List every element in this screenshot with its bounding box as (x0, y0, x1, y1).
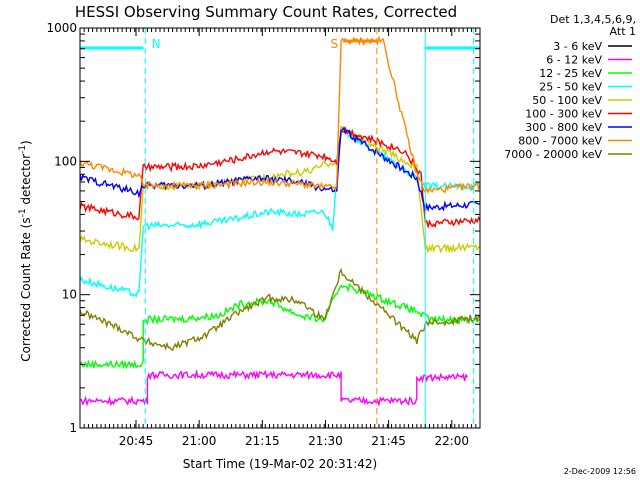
footer-timestamp: 2-Dec-2009 12:56 (564, 467, 636, 476)
y-tick-label: 1000 (46, 21, 77, 35)
plot-frame (79, 27, 481, 429)
legend-label: 3 - 6 keV (553, 40, 602, 53)
x-axis-label: Start Time (19-Mar-02 20:31:42) (183, 457, 377, 471)
legend-label: 25 - 50 keV (539, 81, 602, 94)
y-label-part3: ) (19, 140, 33, 145)
axes-layer: 1 10 100 1000 20:45 21:00 21:15 21:30 21:45 22:00 (46, 21, 481, 448)
legend-label: 12 - 25 keV (539, 67, 602, 80)
x-tick-label: 21:30 (308, 434, 343, 448)
legend-label: 800 - 7000 keV (518, 135, 602, 148)
y-label-part2: detector (19, 154, 33, 209)
y-label-sup1: -1 (18, 208, 28, 217)
y-axis-label: Corrected Count Rate (s-1 detector-1) (18, 140, 33, 361)
x-tick-label: 20:45 (119, 434, 154, 448)
legend-header-line: Att 1 (610, 25, 636, 38)
series-line-800-7000-kev (79, 35, 481, 195)
x-tick-label: 22:00 (434, 434, 469, 448)
chart-title: HESSI Observing Summary Count Rates, Cor… (75, 3, 457, 21)
series-line-7000-20000-kev (79, 267, 481, 352)
series-line-12-25-kev (79, 282, 481, 370)
annotation-n: N (152, 37, 161, 51)
y-tick-label: 1 (69, 421, 77, 435)
x-tick-label: 21:15 (245, 434, 280, 448)
legend-label: 6 - 12 keV (546, 54, 602, 67)
legend-header-line: Det 1,3,4,5,6,9, (550, 13, 636, 26)
y-label-sup2: -1 (18, 145, 28, 154)
legend-label: 300 - 800 keV (525, 121, 602, 134)
legend-label: 50 - 100 keV (532, 94, 602, 107)
series-line-100-300-kev (79, 125, 481, 230)
annotation-s: S (331, 37, 339, 51)
legend-label: 100 - 300 keV (525, 108, 602, 121)
y-tick-label: 10 (62, 288, 77, 302)
x-tick-label: 21:00 (182, 434, 217, 448)
x-tick-label: 21:45 (371, 434, 406, 448)
legend-label: 7000 - 20000 keV (504, 148, 602, 161)
y-label-part1: Corrected Count Rate (s (19, 217, 33, 361)
series-line-6-12-kev (79, 369, 468, 407)
y-tick-label: 100 (54, 154, 77, 168)
